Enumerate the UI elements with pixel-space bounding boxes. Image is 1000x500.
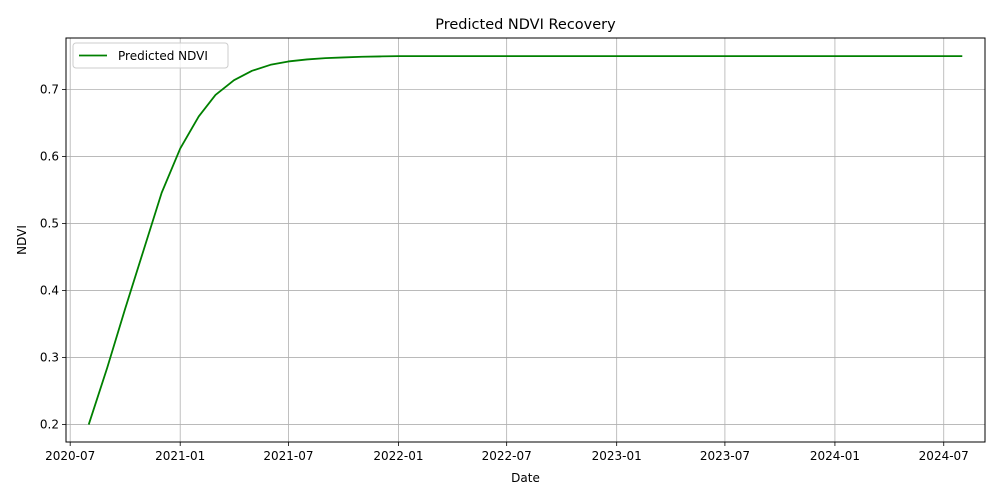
x-tick-label: 2023-07 — [700, 449, 750, 463]
series-layer — [87, 55, 963, 425]
x-tick-label: 2024-01 — [810, 449, 860, 463]
series-line-predicted-ndvi — [87, 55, 963, 425]
y-axis-label: NDVI — [15, 225, 29, 255]
plot-area-frame — [65, 37, 986, 443]
x-axis-label: Date — [511, 471, 540, 485]
grid-lines — [66, 38, 985, 442]
y-tick-label: 0.6 — [40, 150, 59, 164]
y-tick-label: 0.3 — [40, 351, 59, 365]
y-tick-label: 0.2 — [40, 418, 59, 432]
x-tick-label: 2023-01 — [592, 449, 642, 463]
legend: Predicted NDVI — [72, 42, 229, 69]
x-tick-label: 2022-07 — [482, 449, 532, 463]
y-axis-ticks: 0.2 0.3 0.4 0.5 0.6 0.7 — [40, 83, 66, 432]
chart-title: Predicted NDVI Recovery — [435, 17, 616, 33]
x-axis-ticks: 2020-07 2021-01 2021-07 2022-01 2022-07 2023-… — [45, 442, 969, 463]
x-tick-label: 2021-07 — [263, 449, 313, 463]
x-tick-label: 2021-01 — [155, 449, 205, 463]
y-tick-label: 0.4 — [40, 284, 59, 298]
x-tick-label: 2020-07 — [45, 449, 95, 463]
x-tick-label: 2024-07 — [919, 449, 969, 463]
x-tick-label: 2022-01 — [373, 449, 423, 463]
y-tick-label: 0.5 — [40, 217, 59, 231]
y-tick-label: 0.7 — [40, 83, 59, 97]
legend-label: Predicted NDVI — [118, 49, 208, 63]
legend-box — [72, 42, 229, 69]
